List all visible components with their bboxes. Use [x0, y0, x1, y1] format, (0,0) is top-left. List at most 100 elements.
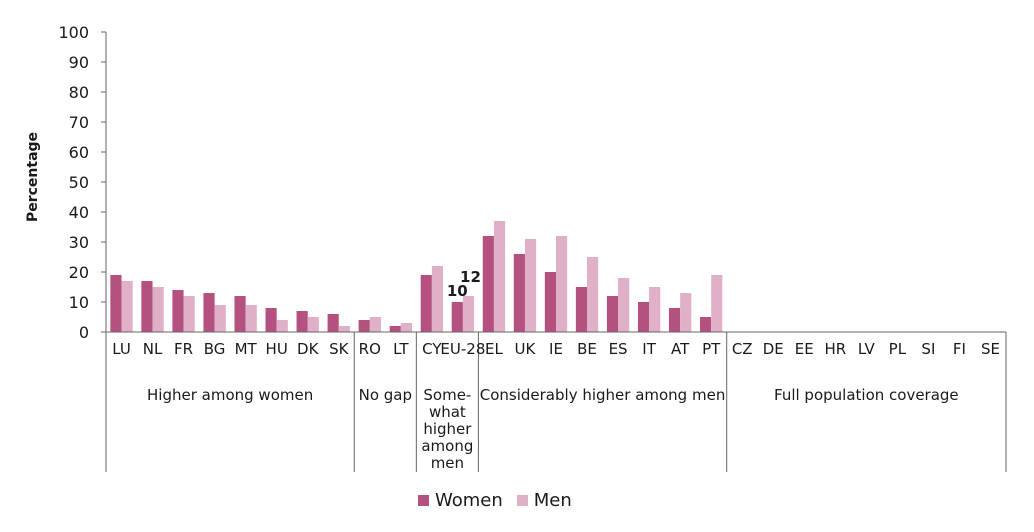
- x-tick-label: MT: [235, 340, 258, 358]
- bar-men-hu: [276, 320, 288, 332]
- x-tick-label: UK: [515, 340, 537, 358]
- bar-men-ie: [556, 236, 568, 332]
- bar-men-eu-28: [462, 296, 475, 332]
- axes: [105, 32, 1007, 472]
- x-tick-label: FR: [174, 340, 193, 358]
- bar-men-el: [493, 221, 506, 332]
- x-tick-label: SK: [329, 340, 350, 358]
- bar-women-es: [606, 296, 619, 332]
- bar-men-lt: [400, 323, 412, 332]
- group-label: higher: [423, 420, 472, 438]
- x-tick-label: PT: [702, 340, 721, 358]
- x-tick-label: LU: [112, 340, 131, 358]
- bar-men-lu: [121, 281, 133, 332]
- bar-men-at: [680, 293, 692, 332]
- x-tick-label: CY: [422, 340, 442, 358]
- x-tick-label: IT: [642, 340, 656, 358]
- bar-women-cy: [420, 275, 432, 332]
- bar-men-be: [587, 257, 599, 332]
- group-label: Some-: [423, 386, 471, 404]
- bar-women-it: [637, 302, 650, 332]
- group-label: men: [431, 454, 464, 472]
- x-tick-label: ES: [609, 340, 628, 358]
- legend-item-women: Women: [418, 490, 503, 511]
- bar-men-nl: [152, 287, 164, 332]
- group-label: Considerably higher among men: [480, 386, 726, 404]
- legend: Women Men: [418, 490, 572, 511]
- bar-women-lt: [389, 326, 401, 332]
- bar-women-bg: [203, 293, 215, 332]
- y-tick-label: 0: [79, 323, 89, 342]
- x-tick-label: NL: [143, 340, 163, 358]
- bar-women-ie: [544, 272, 556, 332]
- bar-women-lu: [110, 275, 122, 332]
- legend-swatch-men: [516, 495, 528, 506]
- bar-women-nl: [141, 281, 153, 332]
- x-tick-label: BG: [204, 340, 226, 358]
- x-tick-label: LT: [393, 340, 409, 358]
- legend-label-men: Men: [533, 490, 572, 511]
- x-tick-label: SE: [981, 340, 1000, 358]
- x-tick-label: LV: [858, 340, 876, 358]
- bar-women-dk: [296, 311, 308, 332]
- bar-women-fr: [172, 290, 184, 332]
- y-tick-label: 50: [69, 173, 89, 192]
- y-tick-label: 70: [69, 113, 89, 132]
- y-tick-label: 10: [69, 293, 89, 312]
- x-tick-label: SI: [921, 340, 935, 358]
- data-label: 10: [447, 282, 468, 300]
- y-tick-label: 40: [69, 203, 89, 222]
- bar-women-at: [668, 308, 681, 332]
- bar-men-ro: [369, 317, 381, 332]
- y-tick-label: 20: [69, 263, 89, 282]
- x-tick-label: EE: [795, 340, 814, 358]
- bar-women-uk: [513, 254, 525, 332]
- x-tick-label: DE: [763, 340, 784, 358]
- y-tick-label: 80: [69, 83, 89, 102]
- bar-women-eu-28: [451, 302, 463, 332]
- x-tick-label: FI: [953, 340, 966, 358]
- bar-men-cy: [431, 266, 444, 332]
- bar-women-mt: [234, 296, 246, 332]
- y-tick-label: 30: [69, 233, 89, 252]
- bar-women-hu: [265, 308, 277, 332]
- bar-men-dk: [307, 317, 319, 332]
- bar-men-mt: [245, 305, 257, 332]
- x-tick-label: EL: [485, 340, 503, 358]
- x-tick-label: BE: [577, 340, 597, 358]
- legend-label-women: Women: [435, 490, 503, 511]
- legend-swatch-women: [418, 495, 429, 506]
- y-tick-label: 100: [58, 23, 89, 42]
- x-tick-label: HR: [824, 340, 846, 358]
- bar-men-pt: [711, 275, 723, 332]
- y-axis-label: Percentage: [25, 132, 41, 222]
- x-tick-label: PL: [889, 340, 907, 358]
- bar-men-sk: [338, 326, 350, 332]
- x-tick-label: AT: [671, 340, 690, 358]
- y-tick-label: 60: [69, 143, 89, 162]
- group-label: what: [429, 403, 466, 421]
- bar-men-es: [618, 278, 630, 332]
- x-tick-label: IE: [549, 340, 563, 358]
- group-label: Higher among women: [147, 386, 313, 404]
- y-tick-label: 90: [69, 53, 89, 72]
- bar-women-be: [575, 287, 588, 332]
- x-tick-label: HU: [266, 340, 288, 358]
- y-axis-ticks: 0 10 20 30 40 50 60 70 80 90 100: [58, 23, 106, 342]
- bars: [110, 221, 723, 332]
- group-label: No gap: [359, 386, 412, 404]
- bar-men-it: [649, 287, 661, 332]
- bar-women-el: [482, 236, 494, 332]
- legend-item-men: Men: [516, 490, 572, 511]
- bar-women-sk: [327, 314, 339, 332]
- bar-men-uk: [524, 239, 537, 332]
- x-tick-label: RO: [359, 340, 381, 358]
- group-labels: Higher among women No gap Some-whathighera…: [147, 386, 959, 472]
- x-tick-label: DK: [297, 340, 320, 358]
- bar-women-ro: [358, 320, 370, 332]
- x-tick-label: EU-28: [440, 340, 485, 358]
- group-label: Full population coverage: [774, 386, 959, 404]
